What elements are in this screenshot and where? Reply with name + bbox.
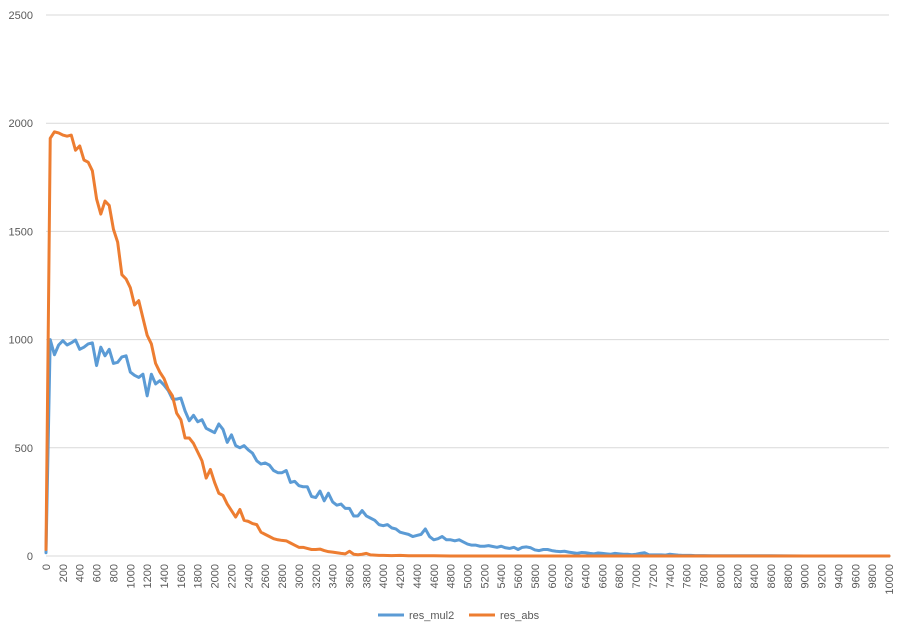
y-tick-label: 1000 [9,335,33,347]
x-tick-label: 9400 [833,564,845,588]
x-tick-label: 8800 [783,564,795,588]
x-tick-label: 1800 [193,564,205,588]
y-tick-label: 2500 [9,10,33,22]
x-tick-label: 7600 [682,564,694,588]
y-tick-label: 2000 [9,118,33,130]
x-tick-label: 7000 [631,564,643,588]
y-axis: 0 500 1000 1500 2000 2500 [9,10,33,563]
x-tick-label: 2400 [243,564,255,588]
x-tick-label: 3800 [361,564,373,588]
x-tick-label: 6400 [581,564,593,588]
x-tick-label: 8200 [732,564,744,588]
y-tick-label: 0 [27,551,33,563]
series-line-res-abs [44,130,891,558]
x-tick-label: 0 [41,564,53,570]
legend-label-res-abs: res_abs [500,610,540,622]
x-tick-label: 9800 [867,564,879,588]
x-tick-label: 5400 [496,564,508,588]
x-tick-label: 5000 [463,564,475,588]
x-tick-label: 9200 [817,564,829,588]
x-tick-label: 6800 [614,564,626,588]
x-tick-label: 7400 [665,564,677,588]
x-tick-label: 200 [58,564,70,582]
x-tick-label: 3200 [311,564,323,588]
x-tick-label: 5600 [513,564,525,588]
x-tick-label: 9600 [850,564,862,588]
x-axis: 0 200 400 600 800 1000 1200 1400 1600 1800 2000 220… [41,555,896,595]
x-tick-label: 600 [92,564,104,582]
x-tick-label: 3400 [328,564,340,588]
series-line-res-mul2 [44,338,891,558]
x-tick-label: 6200 [564,564,576,588]
x-tick-label: 4600 [429,564,441,588]
x-tick-label: 2200 [226,564,238,588]
x-tick-label: 1600 [176,564,188,588]
x-tick-label: 3600 [344,564,356,588]
x-tick-label: 5800 [530,564,542,588]
y-tick-label: 1500 [9,226,33,238]
x-tick-label: 5200 [479,564,491,588]
x-tick-label: 1400 [159,564,171,588]
x-tick-label: 4400 [412,564,424,588]
x-tick-label: 2000 [210,564,222,588]
x-tick-label: 7200 [648,564,660,588]
x-tick-label: 4000 [378,564,390,588]
x-tick-label: 7800 [699,564,711,588]
x-tick-label: 800 [108,564,120,582]
x-tick-label: 2600 [260,564,272,588]
x-tick-label: 6000 [547,564,559,588]
x-tick-label: 4800 [446,564,458,588]
x-tick-label: 8000 [715,564,727,588]
x-tick-label: 3000 [294,564,306,588]
x-tick-label: 10000 [884,564,896,595]
gridlines [46,14,889,449]
x-tick-label: 1000 [125,564,137,588]
x-tick-label: 8600 [766,564,778,588]
y-tick-label: 500 [15,443,33,455]
x-tick-label: 2800 [277,564,289,588]
legend: res_mul2 res_abs [378,610,540,622]
legend-label-res-mul2: res_mul2 [409,610,454,622]
x-tick-label: 8400 [749,564,761,588]
x-tick-label: 1200 [142,564,154,588]
x-tick-label: 6600 [597,564,609,588]
x-tick-label: 4200 [395,564,407,588]
x-tick-label: 9000 [800,564,812,588]
x-tick-label: 400 [75,564,87,582]
series-lines [44,130,891,558]
